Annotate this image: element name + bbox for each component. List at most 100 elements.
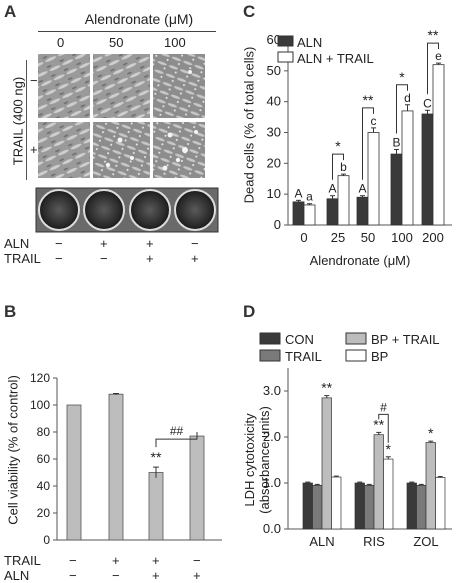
panel-d-hash: # — [380, 400, 387, 414]
panel-c-ytick-label-1: 10 — [267, 186, 281, 201]
panel-b-ytick-label-6: 120 — [30, 371, 50, 385]
panel-c-bar-0-1 — [326, 198, 339, 226]
panel-d-legend-swatch-bp — [345, 349, 367, 362]
panel-a-treat-aln-4: − — [191, 236, 199, 251]
panel-d-bar-2-0 — [321, 397, 332, 530]
well-4 — [174, 189, 216, 231]
panel-d-ytick-label-1: 1.0 — [263, 475, 281, 490]
panel-c-letter: C — [243, 2, 256, 21]
panel-c-letter-dark-0: A — [294, 186, 302, 200]
panel-c-xtick-label-3: 100 — [391, 230, 413, 245]
panel-c-bar-1-3 — [401, 110, 414, 226]
panel-c-letter-light-2: c — [371, 114, 377, 128]
panel-d-xtick-label-0: ALN — [309, 534, 334, 549]
panel-a-col-100: 100 — [164, 35, 186, 50]
panel-c-ytick-label-2: 20 — [267, 155, 281, 170]
panel-a-title: Alendronate (μM) — [84, 11, 194, 27]
panel-a-treat-trail-4: + — [191, 251, 199, 266]
panel-c-ytick-label-4: 40 — [267, 94, 281, 109]
panel-c-bar-1-2 — [367, 132, 380, 226]
panel-c-bar-1-4 — [432, 64, 445, 226]
panel-c-xtick-label-1: 25 — [331, 230, 345, 245]
panel-d-bar-1-0 — [312, 484, 323, 530]
panel-c-xlabel: Alendronate (μM) — [309, 253, 411, 268]
panel-d-xtick-label-2: ZOL — [413, 534, 438, 549]
panel-c-star-2: ** — [363, 92, 374, 108]
panel-d-bar-1-1 — [364, 484, 375, 530]
panel-c-star-4: ** — [428, 27, 439, 43]
panel-c-bracket-1 — [332, 153, 344, 180]
panel-b-treat-trail-2: + — [112, 553, 120, 568]
panel-a-title-rule — [38, 31, 216, 32]
panel-b-treat-trail-3: + — [152, 553, 160, 568]
panel-c-ytick-label-0: 0 — [274, 217, 281, 232]
panel-d-legend-bp: BP — [371, 349, 389, 364]
panel-a-treat-trail-3: + — [146, 251, 154, 266]
panel-d-star-1: ** — [373, 416, 384, 432]
panel-b-bracket — [155, 432, 198, 448]
panel-c-ytick-label-3: 30 — [267, 125, 281, 140]
panel-c-xtick-label-0: 0 — [300, 230, 307, 245]
panel-d-ytick-label-2: 2.0 — [263, 429, 281, 444]
panel-c-legend-swatch-aln-trail — [277, 51, 294, 63]
panel-c-bar-0-3 — [390, 153, 403, 226]
panel-c-letter-light-4: e — [435, 49, 442, 63]
panel-a-treat-aln-3: + — [146, 236, 154, 251]
panel-c-letter-dark-3: B — [392, 135, 400, 149]
panel-d-bracket — [378, 413, 389, 443]
panel-b-treat-label-aln: ALN — [4, 568, 30, 583]
panel-a-treat-label-trail: TRAIL — [4, 251, 41, 266]
panel-d-star-0: ** — [321, 380, 332, 396]
panel-d-bar-0-2 — [406, 482, 417, 530]
panel-d-legend-trail: TRAIL — [285, 349, 322, 364]
panel-a-row-minus: − — [30, 73, 38, 88]
panel-b-bar-0 — [66, 404, 82, 541]
panel-a-col-50: 50 — [109, 35, 124, 50]
panel-b-treat-trail-1: − — [69, 553, 77, 568]
panel-b-bar-2 — [148, 472, 164, 541]
panel-c-legend-swatch-aln — [277, 35, 294, 47]
panel-a-treat-label-aln: ALN — [4, 236, 30, 251]
panel-a-row-plus: + — [30, 142, 38, 157]
panel-b-ytick-label-1: 20 — [37, 506, 51, 520]
well-1 — [38, 189, 80, 231]
panel-d-bar-0-1 — [354, 482, 365, 530]
micrograph-100-minus — [153, 54, 205, 118]
panel-d-letter: D — [243, 302, 256, 321]
panel-d-bar-3-1 — [383, 458, 394, 530]
panel-d-legend-swatch-trail — [259, 349, 281, 362]
panel-c-bar-0-2 — [356, 196, 369, 226]
panel-c-bar-1-0 — [303, 204, 316, 226]
panel-a-row-axis-rule — [26, 60, 27, 180]
panel-b-chart: 0 20 40 60 80 100 120 ** ## — [30, 371, 222, 547]
panel-c-ytick-label-6: 60 — [267, 32, 281, 47]
panel-a-treat-trail-2: − — [100, 251, 108, 266]
panel-c-xtick-label-2: 50 — [361, 230, 375, 245]
panel-d-bar-3-2 — [435, 477, 446, 530]
panel-c-letter-dark-2: A — [358, 182, 366, 196]
panel-c-bracket-3 — [396, 84, 408, 134]
panel-d-ytick-label-3: 3.0 — [263, 383, 281, 398]
panel-b-ytick-label-3: 60 — [37, 452, 51, 466]
micrograph-50-plus — [93, 122, 150, 178]
panel-d-bar-0-0 — [302, 482, 313, 530]
panel-d-legend-bp-trail: BP + TRAIL — [371, 332, 440, 347]
panel-b-bar-1 — [108, 393, 124, 541]
panel-b-treat-aln-2: − — [112, 568, 120, 583]
micrograph-0-minus — [38, 54, 90, 118]
panel-b-ytick-label-2: 40 — [37, 479, 51, 493]
panel-d-xtick-label-1: RIS — [363, 534, 385, 549]
panel-c-letter-light-0: a — [306, 190, 313, 204]
panel-c-legend-aln-trail: ALN + TRAIL — [297, 51, 374, 66]
panel-d-bar-2-1 — [373, 434, 384, 530]
panel-d-legend-swatch-bp-trail — [345, 332, 367, 345]
panel-a-letter: A — [4, 2, 17, 21]
panel-d-ytick-label-0: 0.0 — [263, 521, 281, 536]
panel-d-bar-1-2 — [416, 484, 427, 530]
panel-b-bar-3 — [189, 435, 205, 541]
panel-c-bar-0-4 — [421, 113, 434, 226]
panel-b-ytick-label-5: 100 — [30, 398, 50, 412]
panel-c-letter-light-1: b — [340, 160, 347, 174]
